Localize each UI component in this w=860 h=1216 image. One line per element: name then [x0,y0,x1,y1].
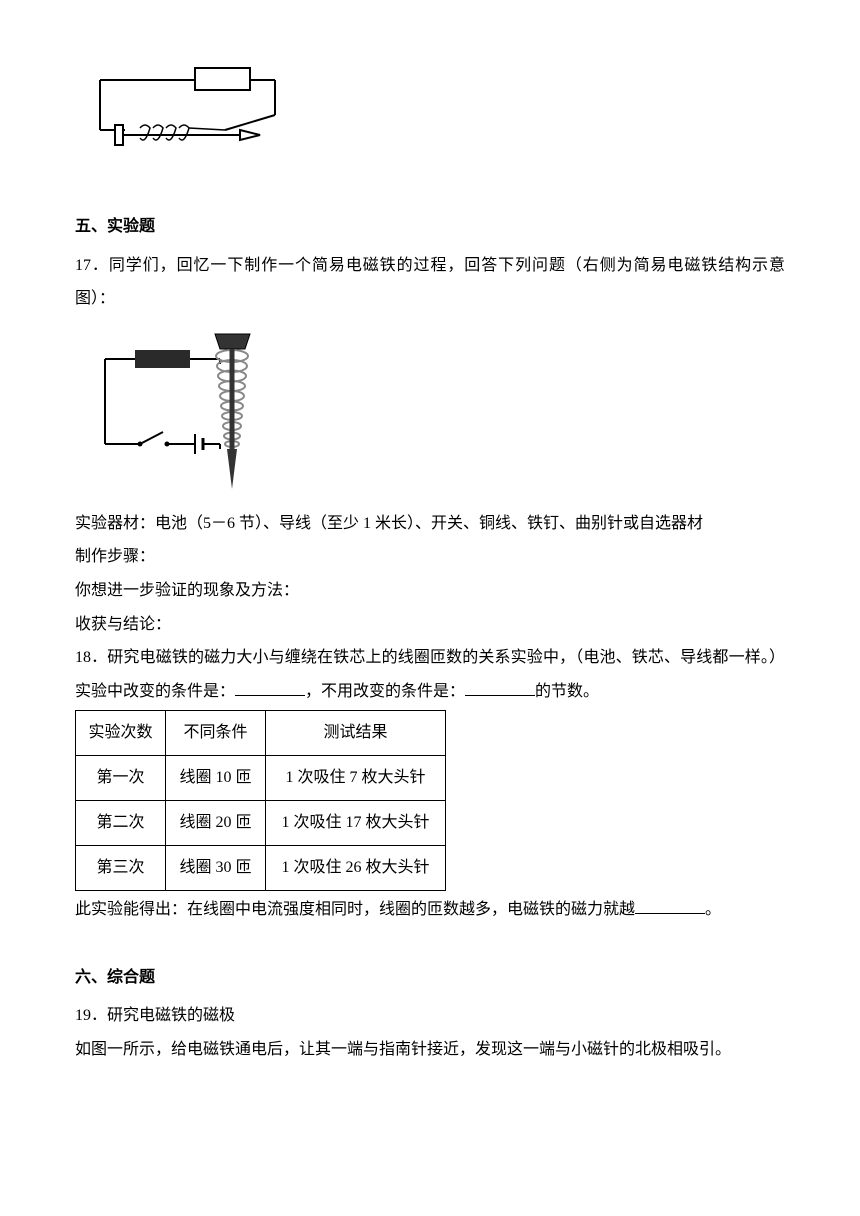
table-header: 不同条件 [166,711,266,756]
q17-conclusion: 收获与结论： [75,608,785,642]
q18-blank-2 [465,677,535,696]
table-header: 测试结果 [266,711,446,756]
q17-text: 同学们，回忆一下制作一个简易电磁铁的过程，回答下列问题（右侧为简易电磁铁结构示意… [75,257,785,308]
question-18: 18．研究电磁铁的磁力大小与缠绕在铁芯上的线圈匝数的关系实验中，（电池、铁芯、导… [75,641,785,708]
q18-conclusion-text: 此实验能得出：在线圈中电流强度相同时，线圈的匝数越多，电磁铁的磁力就越 [75,901,635,918]
section-5-heading: 五、实验题 [75,210,785,244]
q18-blank-3 [635,895,705,914]
q17-verify: 你想进一步验证的现象及方法： [75,574,785,608]
table-cell: 线圈 20 匝 [166,801,266,846]
q18-text-2: ，不用改变的条件是： [305,683,465,700]
table-row: 第二次 线圈 20 匝 1 次吸住 17 枚大头针 [76,801,446,846]
q18-conclusion-end: 。 [705,901,721,918]
q17-number: 17． [75,257,109,274]
question-19-title: 19．研究电磁铁的磁极 [75,999,785,1033]
experiment-table: 实验次数 不同条件 测试结果 第一次 线圈 10 匝 1 次吸住 7 枚大头针 … [75,710,446,891]
table-cell: 1 次吸住 7 枚大头针 [266,756,446,801]
section-6-heading: 六、综合题 [75,961,785,995]
table-cell: 线圈 10 匝 [166,756,266,801]
table-cell: 第一次 [76,756,166,801]
table-header: 实验次数 [76,711,166,756]
q19-title: 研究电磁铁的磁极 [107,1007,235,1024]
q19-number: 19． [75,1007,107,1024]
q18-blank-1 [235,677,305,696]
q18-conclusion: 此实验能得出：在线圈中电流强度相同时，线圈的匝数越多，电磁铁的磁力就越 。 [75,893,785,927]
table-row: 第三次 线圈 30 匝 1 次吸住 26 枚大头针 [76,846,446,891]
table-cell: 第二次 [76,801,166,846]
table-cell: 第三次 [76,846,166,891]
table-cell: 1 次吸住 26 枚大头针 [266,846,446,891]
q18-text-3: 的节数。 [535,683,599,700]
question-17: 17．同学们，回忆一下制作一个简易电磁铁的过程，回答下列问题（右侧为简易电磁铁结… [75,249,785,316]
circuit-diagram-nail [85,50,285,160]
q19-text: 如图一所示，给电磁铁通电后，让其一端与指南针接近，发现这一端与小磁针的北极相吸引… [75,1033,785,1067]
q18-number: 18． [75,649,107,666]
table-row: 第一次 线圈 10 匝 1 次吸住 7 枚大头针 [76,756,446,801]
table-cell: 1 次吸住 17 枚大头针 [266,801,446,846]
circuit-diagram-screw [85,324,285,499]
table-row: 实验次数 不同条件 测试结果 [76,711,446,756]
q17-steps: 制作步骤： [75,540,785,574]
q17-materials: 实验器材：电池（5－6 节）、导线（至少 1 米长）、开关、铜线、铁钉、曲别针或… [75,507,785,541]
table-cell: 线圈 30 匝 [166,846,266,891]
